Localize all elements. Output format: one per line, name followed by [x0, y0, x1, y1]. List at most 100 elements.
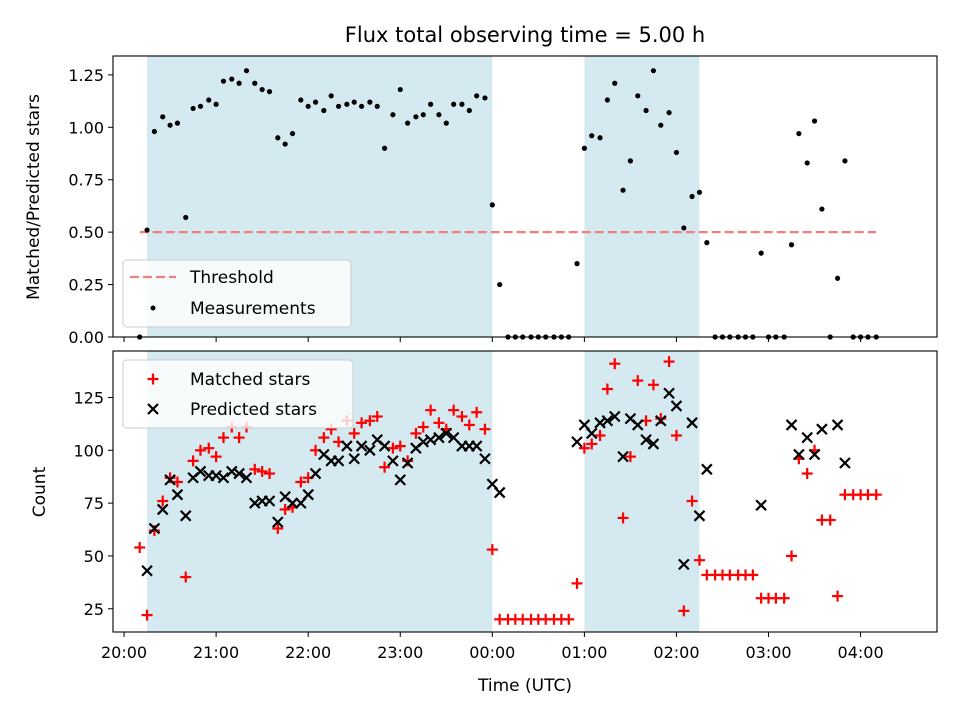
matched-legend-marker: [147, 373, 159, 385]
predicted-star-point: [217, 471, 230, 484]
matched-star-point: [870, 489, 882, 501]
measurement-point: [827, 334, 833, 340]
measurement-point: [604, 97, 611, 103]
matched-star-point: [678, 605, 690, 617]
matched-star-point: [778, 592, 790, 604]
measurement-point: [213, 101, 219, 107]
matched-star-point: [824, 514, 836, 526]
matched-star-point: [279, 503, 291, 515]
matched-star-point: [786, 550, 798, 562]
measurements-legend-swatch: [150, 305, 156, 311]
predicted-star-point: [302, 488, 314, 501]
measurement-point: [627, 158, 634, 164]
predicted-star-point: [433, 431, 445, 444]
x-axis-label: Time (UTC): [477, 676, 572, 696]
predicted-star-point: [348, 452, 360, 465]
measurement-point: [328, 93, 334, 99]
measurement-point: [443, 120, 449, 126]
measurement-point: [873, 334, 879, 340]
measurement-point: [742, 334, 749, 340]
measurement-point: [735, 334, 741, 340]
matched-star-point: [448, 404, 460, 416]
top-shaded-interval: [584, 56, 700, 337]
predicted-star-point: [240, 471, 253, 484]
measurement-point: [259, 86, 265, 93]
predicted-star-point: [655, 414, 667, 427]
predicted-star-point: [179, 510, 192, 522]
matched-star-point: [663, 356, 675, 368]
x-tick-label: 01:00: [561, 643, 607, 662]
matched-star-point: [609, 358, 621, 370]
measurement-point: [681, 225, 687, 231]
matched-star-point: [586, 438, 598, 450]
measurement-point: [865, 334, 871, 340]
predicted-star-point: [608, 410, 621, 423]
top-y-tick-label: 1.00: [68, 118, 104, 137]
predicted-star-point: [663, 387, 675, 400]
measurement-point: [436, 112, 442, 118]
matched-star-point: [686, 495, 698, 507]
matched-star-point: [394, 440, 406, 452]
predicted-star-point: [394, 474, 407, 486]
predicted-star-point: [839, 457, 851, 469]
matched-star-point: [486, 544, 498, 556]
matched-star-point: [433, 417, 445, 429]
measurement-point: [206, 97, 212, 103]
measurement-point: [305, 103, 311, 109]
legend-label-matched: Matched stars: [190, 370, 310, 390]
predicted-star-point: [148, 522, 161, 535]
matched-star-point: [471, 406, 483, 418]
predicted-star-point: [816, 423, 828, 435]
measurement-point: [482, 95, 488, 101]
measurement-point: [781, 334, 787, 340]
measurement-point: [673, 149, 680, 156]
predicted-legend-marker: [147, 403, 159, 415]
matched-star-point: [578, 442, 590, 454]
measurement-point: [773, 334, 779, 340]
predicted-star-point: [141, 564, 153, 577]
predicted-star-point: [617, 450, 629, 463]
matched-star-point: [256, 465, 268, 477]
measurement-point: [390, 112, 396, 118]
predicted-star-point: [701, 463, 713, 476]
measurement-point: [413, 114, 419, 120]
measurement-point: [850, 334, 856, 340]
measurement-point: [574, 261, 580, 267]
predicted-star-point: [571, 436, 583, 448]
measurement-point: [689, 193, 695, 200]
measurement-point: [558, 334, 564, 340]
matched-star-point: [134, 541, 146, 553]
bottom-ylabel: Count: [30, 466, 50, 517]
matched-star-point: [318, 432, 330, 444]
measurement-point: [183, 214, 189, 221]
predicted-legend-swatch: [147, 403, 159, 415]
matched-star-point: [417, 421, 429, 433]
measurement-point: [160, 114, 166, 120]
measurement-point: [197, 103, 204, 109]
measurement-point: [420, 112, 426, 118]
matched-star-point: [693, 554, 705, 566]
predicted-star-point: [640, 433, 652, 446]
measurement-point: [381, 145, 388, 151]
predicted-star-point: [493, 486, 506, 499]
predicted-star-point: [647, 438, 660, 450]
predicted-star-point: [440, 427, 453, 440]
measurement-point: [466, 107, 472, 114]
measurement-point: [451, 101, 457, 107]
matched-star-point: [463, 419, 475, 431]
bottom-marks: [134, 356, 882, 625]
measurement-point: [597, 135, 603, 141]
measurement-point: [275, 135, 281, 141]
matched-star-point: [571, 577, 583, 589]
measurement-point: [374, 103, 380, 109]
x-tick-label: 22:00: [285, 643, 331, 662]
measurement-point: [505, 334, 511, 340]
bottom-axes-frame: [112, 350, 938, 633]
measurement-point: [650, 68, 657, 74]
measurement-point: [842, 158, 848, 164]
matched-legend-swatch: [147, 373, 159, 385]
bottom-panel: 25 50 75 100 125 20:00 21:00 22:00 23:00 00:00 01:…: [30, 350, 938, 662]
top-y-tick-label: 0.25: [68, 276, 104, 295]
predicted-star-point: [355, 440, 368, 452]
